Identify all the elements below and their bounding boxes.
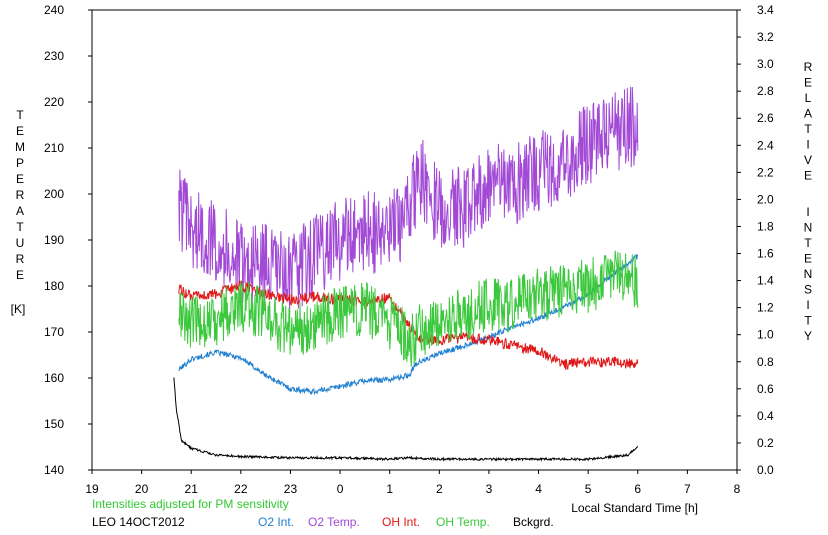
left-axis-label-letter: U <box>16 236 25 250</box>
left-axis-label-letter: A <box>16 204 24 218</box>
legend-entry: OH Int. <box>382 515 420 529</box>
right-axis-label-letter: L <box>805 91 812 105</box>
right-axis-label-letter: Y <box>804 329 812 343</box>
left-axis-label-letter: R <box>16 188 25 202</box>
right-tick-label: 2.6 <box>757 111 774 125</box>
right-axis: 0.0 0.2 0.4 0.6 0.8 1.0 1.2 1.4 1.6 1.8 2.0 2.2 2.4 2… <box>737 3 774 477</box>
x-tick-label: 19 <box>85 482 99 496</box>
right-tick-label: 0.4 <box>757 409 774 423</box>
series-line-oh-temp <box>178 250 639 367</box>
series-line-o2-temp <box>178 86 639 315</box>
right-tick-label: 1.2 <box>757 301 774 315</box>
left-axis-label-letter: E <box>16 172 24 186</box>
right-axis-label-letter: T <box>804 122 812 136</box>
right-axis-label-letter: S <box>804 283 812 297</box>
x-tick-label: 2 <box>436 482 443 496</box>
x-tick-label: 4 <box>535 482 542 496</box>
left-axis-label-letter: R <box>16 252 25 266</box>
left-tick-label: 220 <box>44 95 64 109</box>
left-tick-label: 170 <box>44 325 64 339</box>
x-tick-label: 1 <box>386 482 393 496</box>
left-tick-label: 200 <box>44 187 64 201</box>
x-tick-label: 8 <box>734 482 741 496</box>
legend-entry: Bckgrd. <box>513 515 554 529</box>
series-line-oh-int <box>178 280 639 370</box>
series-layer <box>173 86 639 462</box>
right-tick-label: 0.8 <box>757 355 774 369</box>
x-tick-label: 5 <box>585 482 592 496</box>
x-axis: 19 20 21 22 23 0 1 2 3 4 5 6 7 8 <box>85 470 741 496</box>
legend-entry: O2 Temp. <box>308 515 360 529</box>
left-tick-label: 210 <box>44 141 64 155</box>
right-tick-label: 0.2 <box>757 436 774 450</box>
left-tick-label: 190 <box>44 233 64 247</box>
right-axis-label-letter: T <box>804 314 812 328</box>
left-axis-label-letter: T <box>16 220 24 234</box>
legend: O2 Int. O2 Temp. OH Int. OH Temp. Bckgrd. <box>258 515 554 529</box>
right-axis-label-letter: N <box>804 221 813 235</box>
right-axis-label-letter: I <box>806 205 809 219</box>
station-date-label: LEO 14OCT2012 <box>92 515 185 529</box>
right-tick-label: 2.4 <box>757 138 774 152</box>
right-axis-label-letter: E <box>804 252 812 266</box>
right-tick-label: 1.0 <box>757 328 774 342</box>
left-tick-label: 180 <box>44 279 64 293</box>
x-tick-label: 3 <box>486 482 493 496</box>
left-axis-label-letter: E <box>16 268 24 282</box>
sensitivity-note: Intensities adjusted for PM sensitivity <box>92 497 289 511</box>
left-axis-label-letter: P <box>16 156 24 170</box>
x-tick-label: 20 <box>135 482 149 496</box>
right-tick-label: 3.0 <box>757 57 774 71</box>
right-tick-label: 1.6 <box>757 247 774 261</box>
left-axis-label-letter: M <box>15 140 25 154</box>
legend-entry: O2 Int. <box>258 515 294 529</box>
right-axis-label-letter: I <box>806 138 809 152</box>
left-tick-label: 230 <box>44 49 64 63</box>
left-axis-unit: [K] <box>11 302 26 316</box>
right-tick-label: 3.2 <box>757 30 774 44</box>
right-tick-label: 2.0 <box>757 192 774 206</box>
right-axis-label-letter: I <box>806 298 809 312</box>
right-tick-label: 1.4 <box>757 274 774 288</box>
left-tick-label: 150 <box>44 417 64 431</box>
x-tick-label: 23 <box>284 482 298 496</box>
right-axis-label-letter: V <box>804 153 812 167</box>
x-tick-label: 6 <box>634 482 641 496</box>
right-axis-label-letter: E <box>804 169 812 183</box>
x-axis-label: Local Standard Time [h] <box>571 501 698 515</box>
right-tick-label: 0.0 <box>757 463 774 477</box>
right-axis-label-letter: R <box>804 60 813 74</box>
left-axis-label-letter: E <box>16 124 24 138</box>
series-line-bckgrd <box>173 377 639 462</box>
x-tick-label: 21 <box>185 482 199 496</box>
right-axis-label-letter: T <box>804 236 812 250</box>
right-tick-label: 3.4 <box>757 3 774 17</box>
left-tick-label: 240 <box>44 3 64 17</box>
right-tick-label: 1.8 <box>757 219 774 233</box>
right-tick-label: 2.2 <box>757 165 774 179</box>
x-tick-label: 22 <box>234 482 248 496</box>
right-axis-label-letter: N <box>804 267 813 281</box>
x-tick-label: 7 <box>684 482 691 496</box>
left-tick-label: 140 <box>44 463 64 477</box>
left-tick-label: 160 <box>44 371 64 385</box>
x-tick-label: 0 <box>337 482 344 496</box>
legend-entry: OH Temp. <box>436 515 490 529</box>
right-axis-label-letter: A <box>804 107 812 121</box>
right-tick-label: 2.8 <box>757 84 774 98</box>
left-axis: 140 150 160 170 180 190 200 210 220 230 240 <box>44 3 92 477</box>
left-axis-label-letter: T <box>16 108 24 122</box>
right-tick-label: 0.6 <box>757 382 774 396</box>
right-axis-label-letter: E <box>804 76 812 90</box>
